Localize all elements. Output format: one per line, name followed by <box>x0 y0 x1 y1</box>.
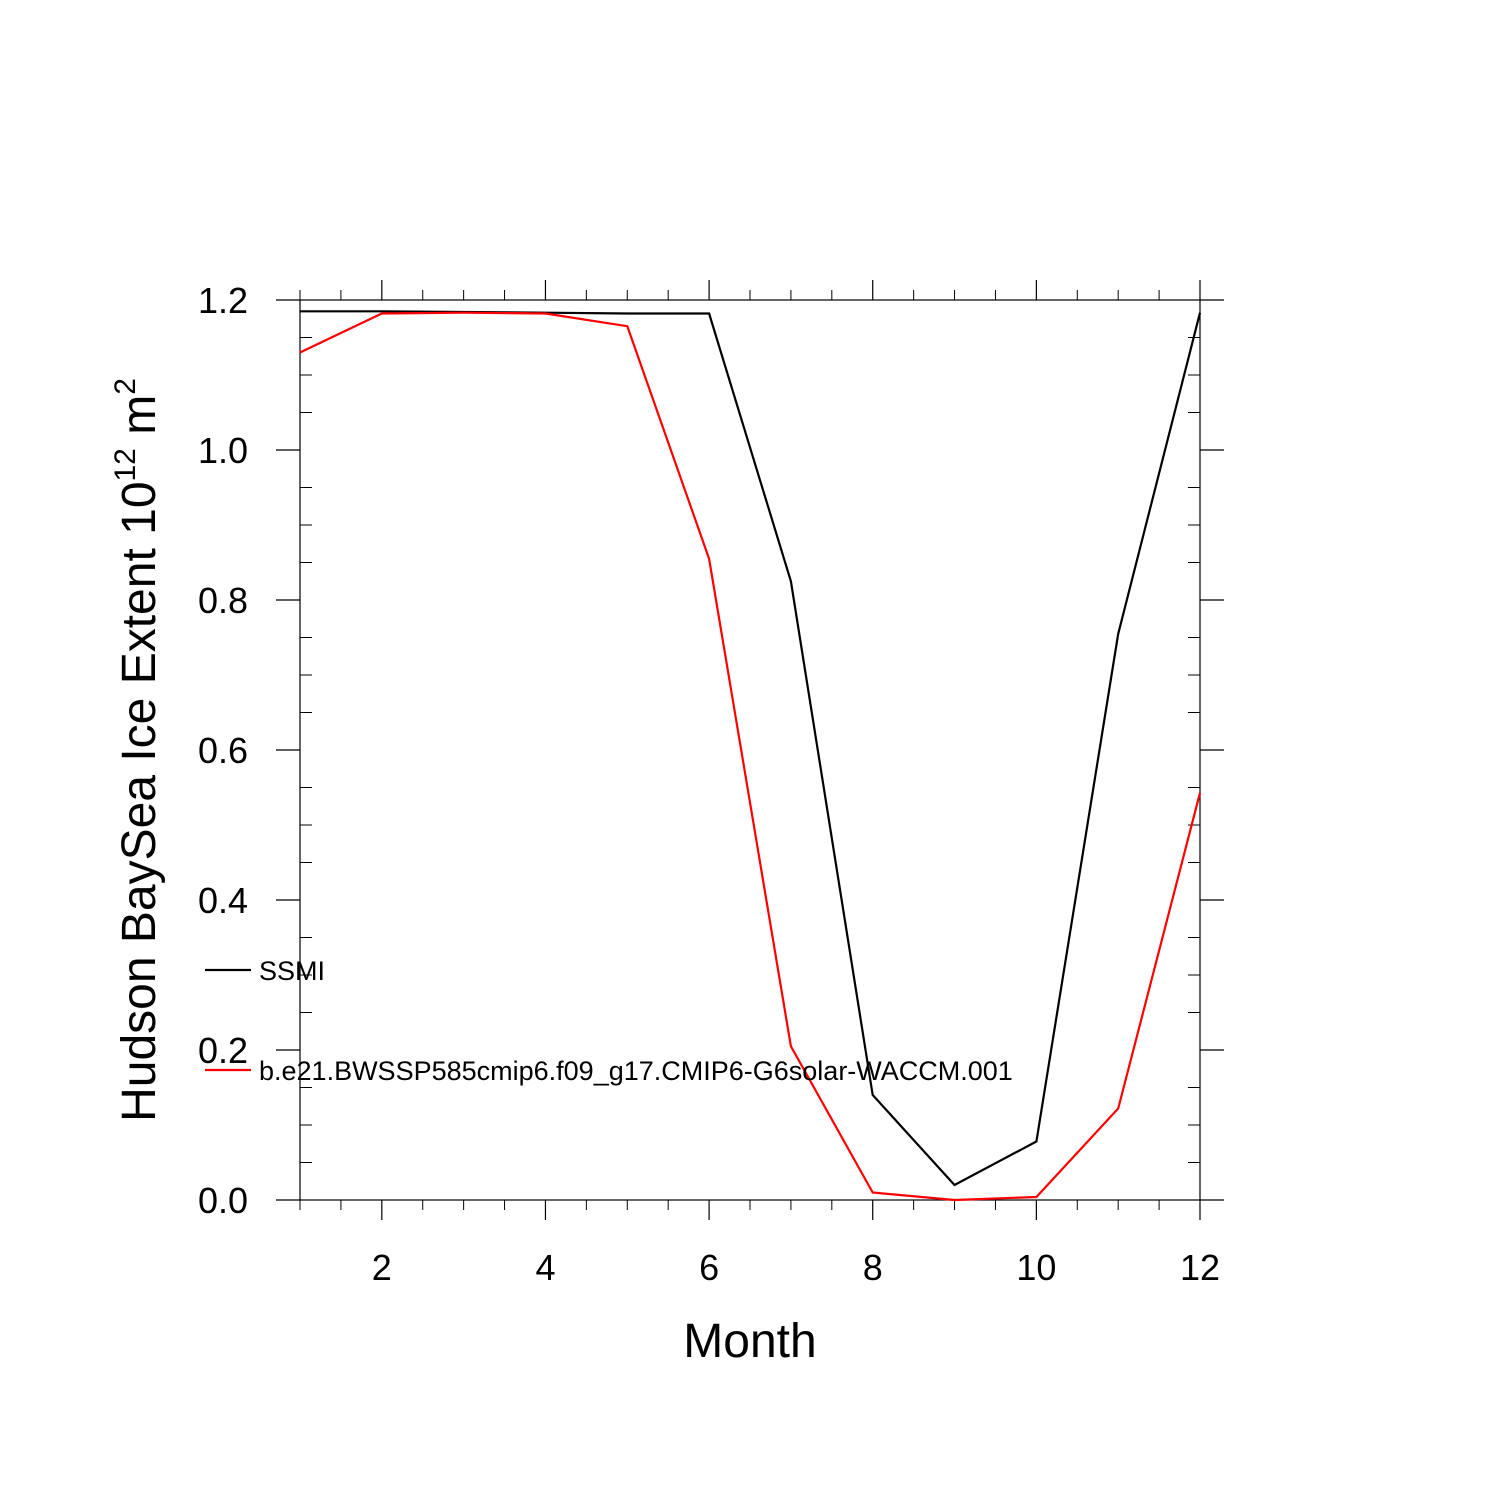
legend-label-1: SSMI <box>259 956 325 986</box>
legend-label-2: b.e21.BWSSP585cmip6.f09_g17.CMIP6-G6sola… <box>259 1056 1013 1086</box>
y-tick-label: 1.2 <box>198 280 248 321</box>
x-tick-label: 2 <box>372 1247 392 1288</box>
y-axis-title-text: Hudson BaySea Ice Extent 10 <box>113 481 166 1121</box>
x-tick-label: 8 <box>863 1247 883 1288</box>
y-tick-label: 0.4 <box>198 880 248 921</box>
y-axis-title-exp1: 12 <box>109 448 142 481</box>
x-tick-label: 6 <box>699 1247 719 1288</box>
y-axis-title-unit: m <box>113 395 166 448</box>
x-axis-title: Month <box>683 1315 816 1368</box>
axis-ticks: 0.0 0.2 0.4 0.6 0.8 1.0 1.2 2 4 6 8 10 12 <box>198 280 1224 1288</box>
legend: SSMI b.e21.BWSSP585cmip6.f09_g17.CMIP6-G6… <box>205 956 1013 1086</box>
x-tick-label: 10 <box>1016 1247 1056 1288</box>
y-tick-label: 0.2 <box>198 1030 248 1071</box>
x-tick-label: 4 <box>535 1247 555 1288</box>
x-tick-label: 12 <box>1180 1247 1220 1288</box>
y-tick-label: 0.8 <box>198 580 248 621</box>
y-tick-label: 0.0 <box>198 1180 248 1221</box>
y-axis-title: Hudson BaySea Ice Extent 1012 m2 <box>109 378 166 1122</box>
series-line-2 <box>299 311 1202 1202</box>
series-lines <box>299 310 1202 1202</box>
y-axis-title-exp2: 2 <box>109 378 142 395</box>
y-tick-label: 1.0 <box>198 430 248 471</box>
y-tick-label: 0.6 <box>198 730 248 771</box>
